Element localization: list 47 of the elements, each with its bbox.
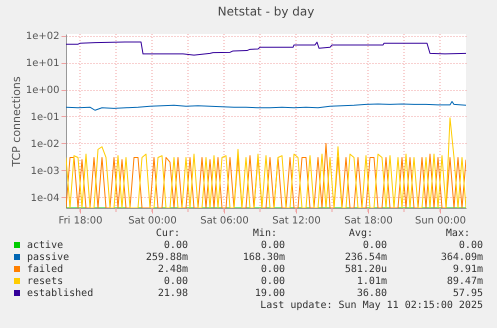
x-tick-label: Fri 18:00 [58,216,102,226]
text: Last update: Sun May 11 02:15:00 2025 [260,300,483,311]
y-tick-label: 1e+00 [26,85,60,96]
text: 36.80 [356,288,387,299]
text: 57.95 [452,288,483,299]
text: 21.98 [158,288,188,299]
text: 0.00 [260,276,285,287]
y-tick-label: 1e-03 [30,166,60,177]
y-tick-label: 1e-04 [30,192,60,204]
text: 9.91m [452,264,483,275]
text: 236.54m [344,252,387,263]
legend-label: resets [27,276,64,287]
y-tick-label: 1e+01 [26,58,60,70]
chart-title: Netstat - by day [218,4,314,19]
text: 168.30m [242,252,285,263]
line-series [66,42,466,56]
x-tick-label: Sat 12:00 [272,216,321,226]
text: 89.47m [446,276,483,287]
y-tick-label: 1e-01 [30,112,60,123]
text: 0.00 [260,264,285,275]
text: 0.00 [362,240,387,251]
text: 0.00 [458,240,483,251]
legend-label: established [27,288,94,299]
x-tick-label: Sat 06:00 [200,216,249,226]
text: Avg: [348,228,373,239]
text: 19.00 [254,288,285,299]
line-series [66,100,466,111]
text: 0.00 [164,276,188,287]
legend-label: active [27,240,64,251]
y-axis-title: TCP connections [10,76,23,168]
x-tick-label: Sun 00:00 [414,216,466,226]
text: Min: [252,228,277,239]
text: Cur: [156,228,180,239]
legend-label: failed [27,264,64,275]
text: 259.88m [146,252,188,263]
legend-label: passive [27,252,70,263]
text: 581.20u [344,264,387,275]
text: 0.00 [164,240,188,251]
text: 1.01m [356,276,387,287]
x-tick-label: Sat 18:00 [344,216,393,226]
text: Max: [446,228,470,239]
text: 364.09m [440,252,483,263]
text: 2.48m [158,264,188,275]
y-tick-label: 1e+02 [26,31,60,42]
text: 0.00 [260,240,285,251]
y-tick-label: 1e-02 [30,138,60,150]
x-tick-label: Sat 00:00 [128,216,177,226]
